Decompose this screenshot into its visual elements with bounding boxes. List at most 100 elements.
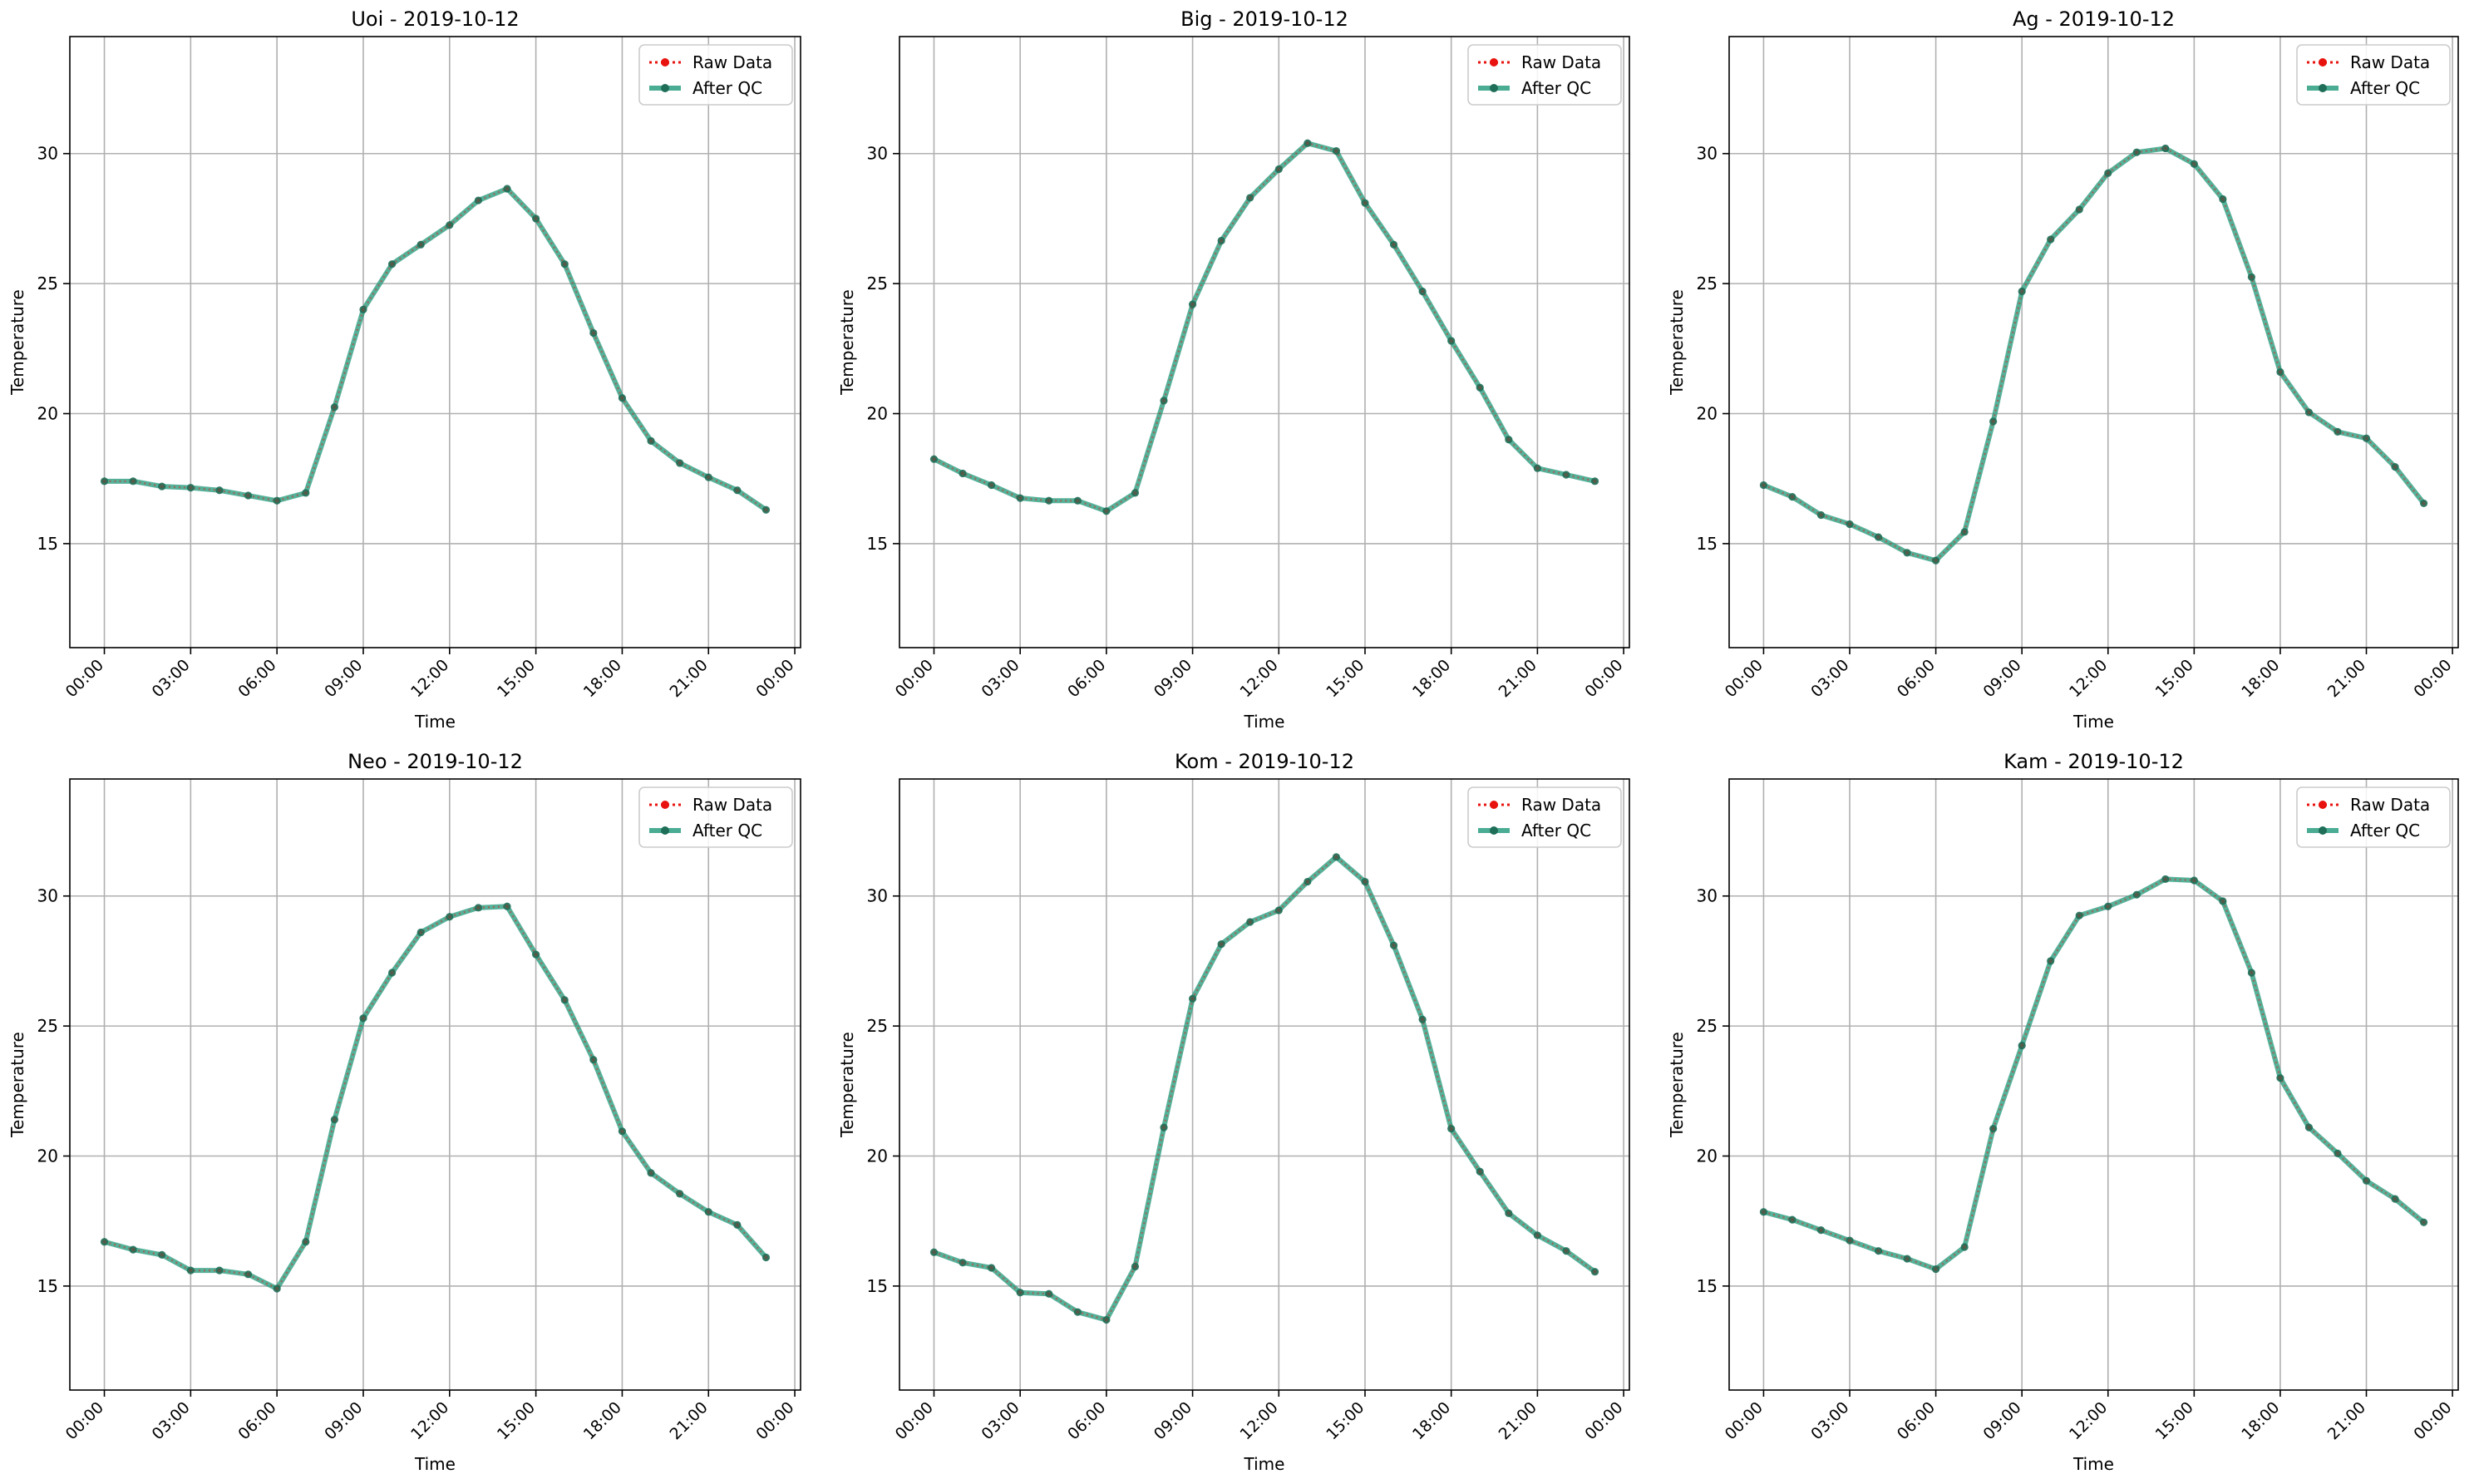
x-tick-label: 03:00 [149,656,194,701]
after-qc-point [2419,1218,2428,1226]
x-tick-label: 18:00 [1409,656,1454,701]
x-tick-label: 15:00 [2152,1398,2197,1443]
raw-data-point [2019,1043,2024,1048]
raw-data-point [1104,509,1109,514]
x-tick-label: 00:00 [62,656,107,701]
y-tick-label: 20 [867,404,888,424]
x-tick-label: 18:00 [2238,656,2283,701]
after-qc-point [1102,1315,1111,1324]
after-qc-point [503,902,511,910]
after-qc-point [988,481,996,490]
y-tick-label: 15 [867,1276,888,1296]
x-tick-label: 12:00 [1237,1398,1282,1443]
x-tick-label: 06:00 [1894,1398,1939,1443]
x-tick-label: 15:00 [1323,656,1368,701]
x-tick-label: 06:00 [1894,656,1939,701]
raw-data-point [1934,558,1938,563]
x-tick-label: 15:00 [1323,1398,1368,1443]
raw-data-point [2191,161,2196,166]
after-qc-point [1246,918,1254,926]
after-qc-point [1533,464,1541,472]
raw-data-point [2393,1196,2398,1201]
after-qc-point [416,240,425,249]
raw-data-point [1219,942,1224,947]
after-qc-point [704,473,712,481]
raw-data-point [1449,338,1454,343]
after-qc-point [1759,481,1768,490]
after-qc-point [158,1250,166,1259]
legend: Raw Data After QC [2296,44,2451,106]
raw-data-point [476,905,481,910]
after-qc-point [589,328,598,338]
raw-data-point [1018,1290,1023,1295]
raw-data-point [1276,167,1281,171]
y-tick-label: 20 [1697,404,1718,424]
plot-frame [1728,36,2459,648]
after-qc-point [647,436,655,445]
y-tick-label: 30 [1697,144,1718,164]
after-qc-point [474,904,483,912]
raw-data-point [2364,1178,2368,1183]
after-qc-point [2190,876,2198,885]
y-tick-label: 30 [867,144,888,164]
after-qc-point [2075,911,2083,919]
after-qc-point [359,305,367,314]
after-qc-point [1816,1226,1826,1235]
raw-data-point [1477,385,1482,390]
raw-data-point [131,479,136,484]
after-qc-point [1447,1125,1456,1133]
plot-frame [899,36,1630,648]
raw-data-point [1420,289,1425,293]
raw-data-point [2422,501,2426,505]
x-tick-label: 00:00 [752,1398,797,1443]
raw-data-point [1075,498,1080,503]
after-qc-point [1217,236,1225,245]
raw-data-point [476,198,481,203]
raw-data-point [303,1240,308,1245]
after-qc-point [1874,533,1883,541]
x-tick-label: 21:00 [1496,656,1540,701]
x-tick-label: 00:00 [892,1398,937,1443]
after-qc-point [929,455,939,463]
raw-data-point [678,1191,683,1196]
y-axis-label: Temperature [837,289,857,396]
raw-data-point [1847,522,1852,526]
raw-data-point [2393,465,2398,470]
plot-frame [69,36,801,648]
after-qc-point [1989,1125,1998,1133]
legend-qc-label: After QC [2350,821,2420,841]
y-tick-label: 30 [867,886,888,906]
after-qc-point [2391,1195,2399,1203]
raw-data-point [332,405,337,410]
raw-data-point [1305,880,1310,884]
y-axis-label: Temperature [7,1032,27,1138]
after-qc-point [761,505,771,514]
chart-title: Ag - 2019-10-12 [2013,7,2175,31]
legend-qc-label: After QC [2350,78,2420,98]
after-qc-point [647,1169,655,1177]
raw-data-point [102,1240,106,1245]
after-qc-point [2219,897,2227,905]
after-qc-point [1274,906,1283,915]
raw-data-point [2077,207,2082,212]
after-qc-point [244,491,253,500]
raw-data-point [1161,398,1166,403]
raw-data-point [1762,483,1766,487]
after-qc-point [1332,853,1341,861]
after-qc-point [387,969,397,977]
y-tick-label: 30 [37,144,58,164]
after-qc-point [446,913,454,921]
after-qc-point [733,1220,742,1229]
raw-data-point [1161,1125,1166,1130]
after-qc-point [2161,144,2170,153]
after-qc-point [359,1014,367,1023]
raw-data-point [418,242,423,247]
raw-data-point [960,1260,965,1265]
x-tick-label: 03:00 [978,656,1023,701]
after-qc-point [215,1266,224,1274]
x-tick-label: 00:00 [1722,1398,1767,1443]
after-qc-point [1931,1265,1940,1274]
x-tick-label: 06:00 [1064,1398,1109,1443]
raw-data-point [989,483,994,487]
